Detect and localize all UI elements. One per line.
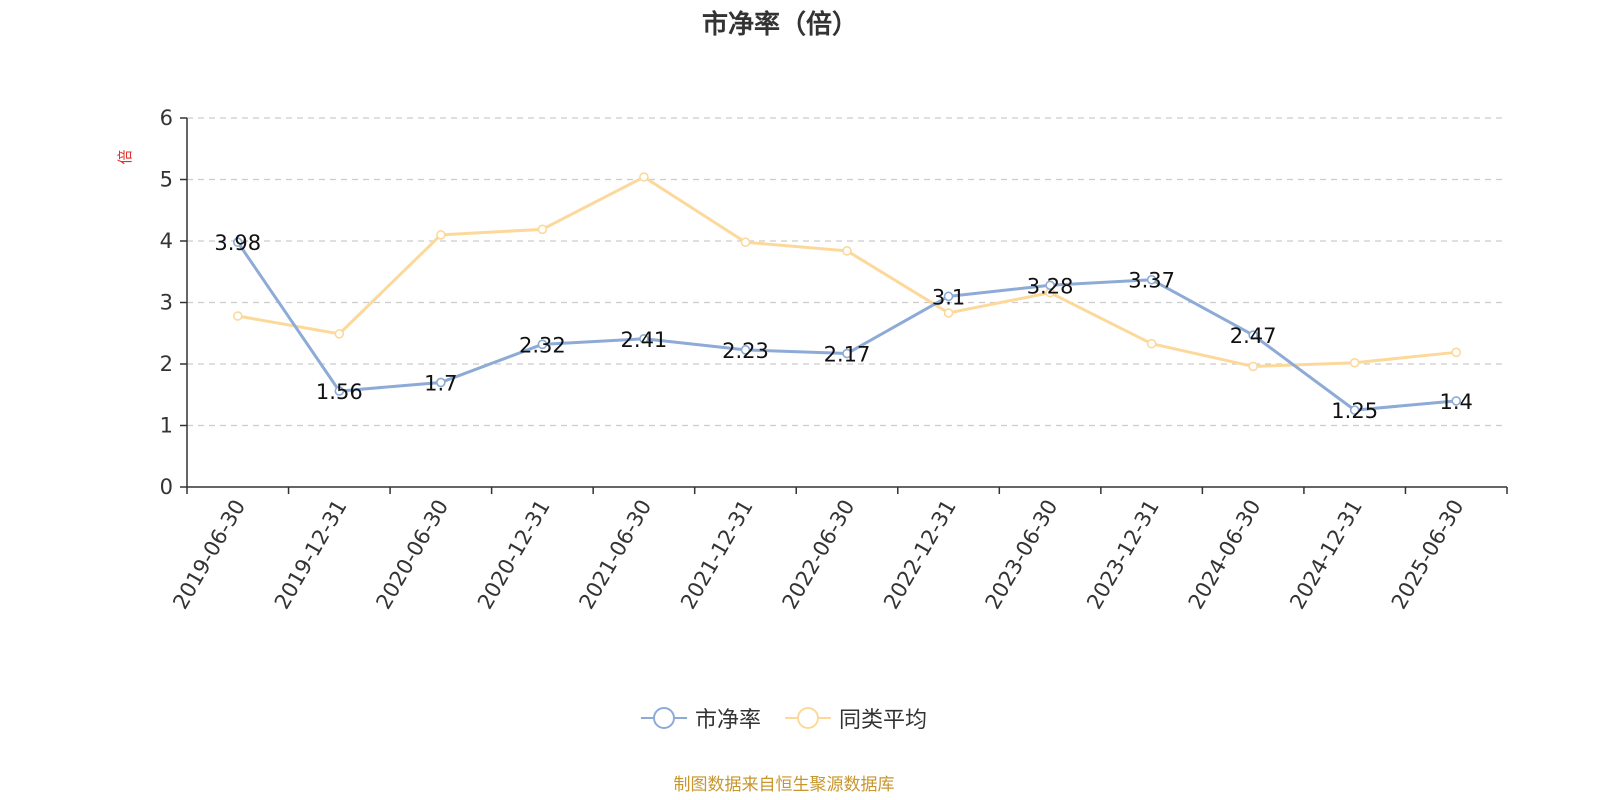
data-point xyxy=(943,291,954,302)
data-point xyxy=(1451,396,1462,406)
x-tick-label: 2024-12-31 xyxy=(1285,496,1367,614)
data-label: 2.32 xyxy=(519,333,566,357)
data-point xyxy=(842,348,852,359)
data-point xyxy=(842,246,852,256)
data-label: 1.25 xyxy=(1331,399,1378,423)
x-tick-label: 2025-06-30 xyxy=(1387,496,1469,614)
data-point xyxy=(436,377,446,388)
y-tick-label: 3 xyxy=(160,291,173,315)
data-label: 3.28 xyxy=(1027,274,1074,298)
legend-item-peer-avg[interactable]: 同类平均 xyxy=(785,702,927,734)
data-point xyxy=(1349,405,1360,415)
data-point xyxy=(436,230,446,240)
y-axis-unit-label: 倍 xyxy=(116,149,134,164)
data-point xyxy=(1248,330,1258,340)
data-label: 3.37 xyxy=(1128,269,1175,293)
data-point xyxy=(943,308,954,318)
y-tick-label: 5 xyxy=(160,168,173,192)
data-label: 1.4 xyxy=(1440,390,1473,414)
x-tick-label: 2022-06-30 xyxy=(778,496,860,614)
data-point xyxy=(232,237,243,248)
x-tick-label: 2020-12-31 xyxy=(473,496,555,614)
data-label: 1.56 xyxy=(316,380,363,404)
data-point xyxy=(1349,357,1360,368)
data-point xyxy=(740,345,751,355)
data-point xyxy=(1146,338,1157,349)
data-point xyxy=(537,339,548,350)
data-point xyxy=(537,224,548,235)
data-point xyxy=(639,333,649,344)
data-source-note: 制图数据来自恒生聚源数据库 xyxy=(673,775,895,795)
x-tick-label: 2023-12-31 xyxy=(1082,496,1164,614)
data-label: 1.7 xyxy=(424,371,457,395)
data-point xyxy=(740,237,751,248)
data-point xyxy=(1248,361,1258,372)
x-tick-label: 2021-12-31 xyxy=(676,496,758,614)
x-tick-label: 2019-06-30 xyxy=(168,496,250,614)
y-tick-label: 4 xyxy=(160,229,173,253)
data-label: 2.47 xyxy=(1230,324,1277,348)
chart-title: 市净率（倍） xyxy=(701,10,858,40)
legend-peer-avg-marker-icon xyxy=(785,707,831,729)
legend-pb-label: 市净率 xyxy=(694,708,761,733)
data-point xyxy=(1146,274,1157,285)
legend-item-pb[interactable]: 市净率 xyxy=(640,702,761,734)
data-point xyxy=(1045,280,1055,291)
y-tick-label: 1 xyxy=(160,414,173,438)
x-tick-label: 2022-12-31 xyxy=(879,496,961,614)
data-label: 2.23 xyxy=(722,339,769,363)
data-point xyxy=(232,311,243,321)
y-tick-label: 0 xyxy=(160,475,173,499)
data-label: 2.17 xyxy=(824,343,871,367)
legend-pb-marker-icon xyxy=(640,707,687,729)
data-label: 3.98 xyxy=(214,231,261,255)
y-tick-label: 2 xyxy=(160,352,173,376)
x-tick-label: 2023-06-30 xyxy=(981,496,1063,614)
data-point xyxy=(639,172,649,182)
data-label: 3.1 xyxy=(932,285,965,309)
data-label: 2.41 xyxy=(621,328,668,352)
legend: 市净率 同类平均 xyxy=(0,702,1568,734)
x-tick-label: 2024-06-30 xyxy=(1184,496,1266,614)
y-tick-label: 6 xyxy=(160,106,173,130)
x-tick-label: 2019-12-31 xyxy=(270,496,352,614)
data-point xyxy=(334,329,345,339)
x-tick-label: 2020-06-30 xyxy=(371,496,453,614)
legend-peer-avg-label: 同类平均 xyxy=(839,708,928,733)
data-point xyxy=(334,386,345,396)
x-tick-label: 2021-06-30 xyxy=(574,496,656,614)
data-point xyxy=(1451,347,1462,358)
